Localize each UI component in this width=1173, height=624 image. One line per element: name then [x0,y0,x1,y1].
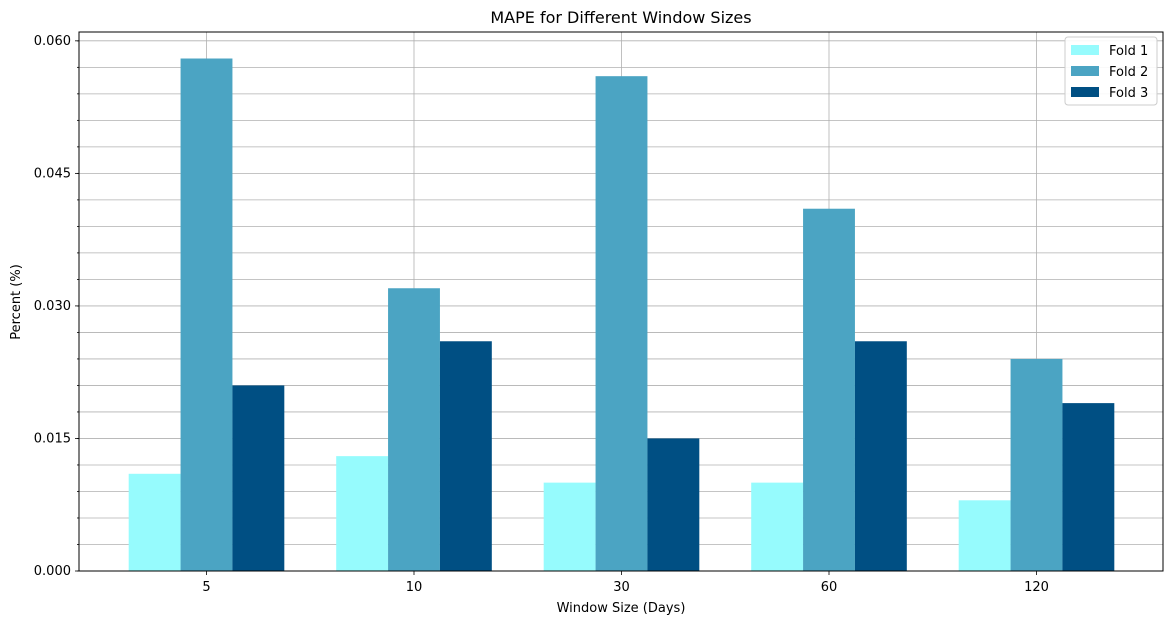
x-axis-label: Window Size (Days) [557,601,686,616]
bar [336,456,389,571]
bar [388,288,440,571]
bar [854,341,907,571]
bar [543,482,596,571]
axis-ticks: 0.000 0.015 0.030 0.045 0.060 5 10 30 60 120 [34,34,1049,595]
bar [595,76,648,571]
bar [439,341,492,571]
x-tick-label: 10 [406,580,423,595]
bar [958,500,1011,571]
legend-label: Fold 3 [1109,86,1148,101]
legend: Fold 1 Fold 2 Fold 3 [1064,36,1158,106]
plot-frame [78,31,1164,572]
x-tick-label: 60 [821,580,838,595]
bar [1010,358,1063,571]
y-tick-label: 0.045 [34,166,71,181]
bar [1062,403,1115,571]
legend-label: Fold 1 [1109,44,1148,59]
y-tick-label: 0.015 [34,431,71,446]
legend-swatch [1071,87,1099,97]
bar [751,482,804,571]
y-tick-label: 0.060 [34,34,71,49]
x-tick-label: 120 [1024,580,1049,595]
chart-title: MAPE for Different Window Sizes [490,8,751,27]
y-tick-label: 0.000 [34,564,71,579]
bar [803,208,855,571]
bar [128,473,181,571]
bars [128,58,1115,572]
y-tick-label: 0.030 [34,299,71,314]
x-tick-label: 5 [202,580,210,595]
bar [647,438,700,571]
y-axis-label: Percent (%) [9,264,24,340]
legend-swatch [1071,45,1099,55]
legend-swatch [1071,66,1099,76]
bar [180,58,233,572]
x-tick-label: 30 [613,580,630,595]
legend-label: Fold 2 [1109,65,1148,80]
bar [232,385,285,571]
